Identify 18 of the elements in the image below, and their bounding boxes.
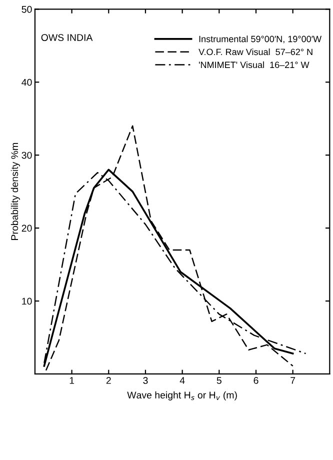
x-axis-title: Wave height H$_{s}$ or H$_{v}$ (m) <box>127 391 237 400</box>
x-tick-label: 3 <box>143 377 148 384</box>
y-axis-title: Probability density %m <box>10 143 20 240</box>
x-tick-label: 7 <box>290 377 296 384</box>
y-tick-label: 20 <box>22 224 32 232</box>
x-tick-label: 5 <box>216 377 222 384</box>
y-tick-label: 40 <box>22 78 32 86</box>
legend-label: 'NMIMET' Visual 16–21° W <box>199 61 310 68</box>
y-tick-label: 50 <box>22 6 32 13</box>
x-tick-label: 4 <box>180 377 185 384</box>
y-tick-label: 30 <box>22 152 32 159</box>
legend-label: Instrumental 59°00′N, 19°00′W <box>199 36 322 44</box>
x-tick-label: 6 <box>254 377 258 384</box>
x-tick-label: 1 <box>70 377 74 384</box>
x-tick-label: 2 <box>106 377 111 384</box>
annotation: OWS INDIA <box>41 34 93 41</box>
y-tick-label: 10 <box>22 298 32 305</box>
legend-label: V.O.F. Raw Visual 57–62° N <box>198 48 312 56</box>
